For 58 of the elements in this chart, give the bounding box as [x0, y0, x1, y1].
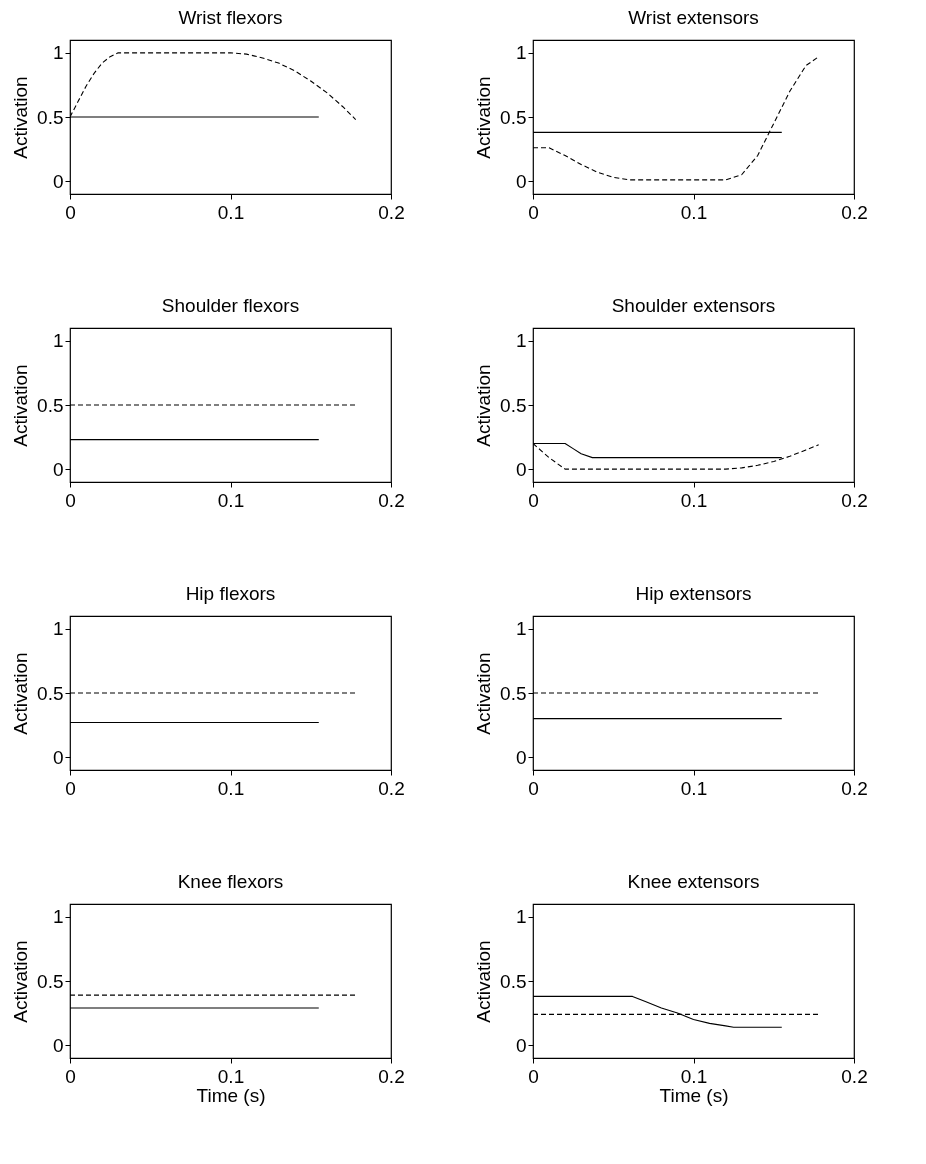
y-tick-label: 0.5 [37, 682, 64, 704]
y-axis-title: Activation [10, 652, 32, 735]
chart-title: Wrist extensors [628, 7, 759, 28]
x-tick-label: 0.2 [378, 489, 405, 511]
y-axis-title: Activation [473, 364, 495, 447]
y-tick-label: 1 [52, 42, 64, 64]
chart-title: Hip extensors [635, 583, 752, 604]
y-tick-label: 1 [52, 330, 64, 352]
y-tick-label: 0 [52, 458, 64, 480]
y-axis-title: Activation [10, 940, 32, 1023]
y-axis-title: Activation [10, 76, 32, 159]
x-tick-label: 0.2 [378, 201, 405, 223]
x-tick-label: 0.2 [841, 201, 868, 223]
x-tick-label: 0.1 [217, 489, 245, 511]
y-tick-label: 0.5 [500, 394, 527, 416]
y-tick-label: 1 [52, 618, 64, 640]
chart-title: Knee flexors [177, 871, 284, 892]
x-tick-label: 0.1 [217, 201, 245, 223]
chart-title: Hip flexors [185, 583, 276, 604]
x-tick-label: 0.1 [680, 489, 708, 511]
y-tick-label: 0 [515, 458, 527, 480]
x-tick-label: 0.1 [680, 201, 708, 223]
y-axis-title: Activation [473, 940, 495, 1023]
chart-title: Shoulder extensors [611, 295, 776, 316]
y-tick-label: 1 [515, 42, 527, 64]
y-tick-label: 1 [515, 906, 527, 928]
x-axis-title: Time (s) [196, 1084, 266, 1106]
x-tick-label: 0.2 [378, 777, 405, 799]
x-tick-label: 0.2 [841, 777, 868, 799]
y-tick-label: 0.5 [37, 394, 64, 416]
y-axis-title: Activation [473, 76, 495, 159]
y-tick-label: 0.5 [37, 970, 64, 992]
y-tick-label: 0.5 [500, 970, 527, 992]
y-tick-label: 0 [515, 1034, 527, 1056]
y-tick-label: 0 [52, 746, 64, 768]
x-tick-label: 0.1 [217, 777, 245, 799]
y-tick-label: 1 [515, 330, 527, 352]
y-axis-title: Activation [473, 652, 495, 735]
y-tick-label: 1 [52, 906, 64, 928]
x-tick-label: 0.1 [680, 777, 708, 799]
y-tick-label: 0.5 [37, 106, 64, 128]
chart-title: Shoulder flexors [161, 295, 300, 316]
y-axis-title: Activation [10, 364, 32, 447]
x-tick-label: 0.2 [378, 1065, 405, 1087]
x-tick-label: 0.1 [680, 1065, 708, 1087]
x-tick-label: 0.2 [841, 489, 868, 511]
y-tick-label: 1 [515, 618, 527, 640]
x-tick-label: 0.2 [841, 1065, 868, 1087]
y-tick-label: 0.5 [500, 682, 527, 704]
y-tick-label: 0 [515, 170, 527, 192]
y-tick-label: 0 [52, 1034, 64, 1056]
x-tick-label: 0.1 [217, 1065, 245, 1087]
x-axis-title: Time (s) [659, 1084, 729, 1106]
y-tick-label: 0 [52, 170, 64, 192]
y-tick-label: 0.5 [500, 106, 527, 128]
y-tick-label: 0 [515, 746, 527, 768]
chart-title: Knee extensors [627, 871, 760, 892]
chart-title: Wrist flexors [178, 7, 283, 28]
